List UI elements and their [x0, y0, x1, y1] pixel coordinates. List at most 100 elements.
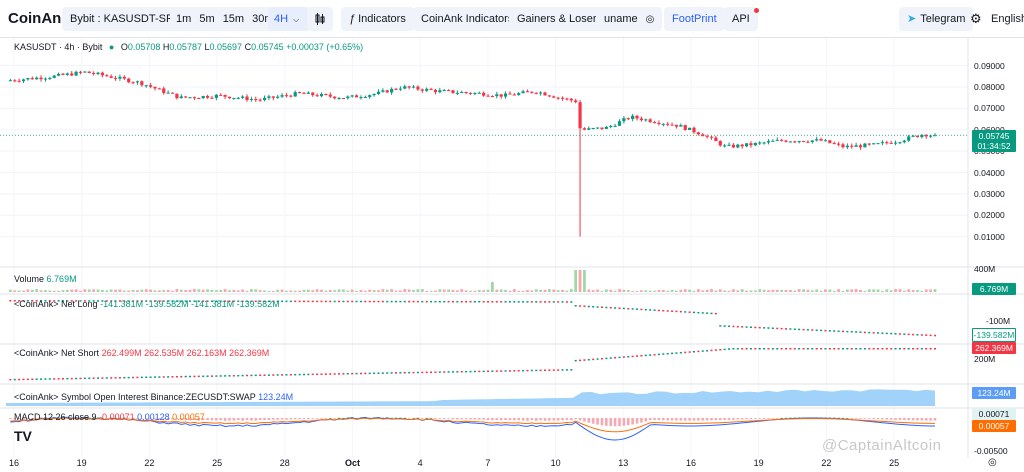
last-price: 0.05745: [978, 131, 1010, 141]
macd-histogram-bar: [758, 418, 762, 419]
candle-body: [661, 123, 665, 125]
net-long-axis-label: -100M: [986, 316, 1011, 326]
macd-histogram-bar: [105, 418, 109, 419]
volume-bar: [718, 289, 722, 292]
net-short-mark: [416, 371, 419, 374]
candle-body: [166, 92, 170, 94]
volume-bar: [521, 290, 525, 292]
net-long-mark: [281, 300, 284, 303]
coinank-logo[interactable]: CoinAnk: [8, 10, 70, 27]
candle-body: [644, 119, 648, 121]
candle-body: [8, 80, 12, 82]
net-short-mark: [605, 357, 608, 360]
net-long-mark: [644, 308, 647, 311]
net-long-mark: [355, 300, 358, 303]
macd-axis-label: -0.00500: [974, 446, 1008, 456]
net-short-mark: [627, 355, 630, 358]
macd-histogram-bar: [644, 418, 648, 422]
net-long-mark: [18, 300, 21, 302]
net-long-mark: [285, 300, 288, 303]
volume-bar: [162, 290, 166, 292]
candle-body: [780, 139, 784, 141]
net-short-mark: [158, 376, 161, 378]
macd-histogram-bar: [775, 418, 779, 419]
candle-body: [911, 135, 915, 137]
volume-bar: [48, 290, 52, 292]
candle-body: [793, 141, 797, 143]
candle-body: [39, 77, 43, 80]
gainers-losers-button[interactable]: Gainers & Losers: [509, 7, 610, 31]
volume-bar: [22, 290, 25, 292]
net-long-mark: [316, 300, 319, 303]
footprint-button[interactable]: FootPrint: [664, 7, 725, 31]
timeframe-15m[interactable]: 15m: [222, 13, 245, 25]
volume-bar: [469, 290, 472, 292]
volume-bar: [819, 290, 823, 292]
net-short-mark: [749, 348, 752, 350]
coinank-indicators-button[interactable]: CoinAnk Indicators: [413, 7, 522, 31]
net-short-mark: [430, 371, 433, 374]
language-selector[interactable]: English: [991, 13, 1024, 25]
tradingview-logo[interactable]: TV: [14, 428, 32, 444]
volume-bar: [359, 290, 363, 292]
net-long-mark: [609, 306, 612, 309]
indicators-label: Indicators: [358, 13, 406, 25]
volume-label: Volume: [14, 274, 45, 284]
timeframe-4h[interactable]: 4H ⌵: [268, 7, 311, 31]
macd-histogram-bar: [714, 418, 718, 421]
net-short-mark: [294, 373, 297, 376]
time-tick-label: 25: [889, 458, 900, 468]
net-short-mark: [728, 348, 731, 350]
telegram-button[interactable]: ➤ Telegram: [899, 7, 974, 31]
volume-bar: [626, 290, 630, 292]
macd-histogram-bar: [197, 418, 201, 421]
candle-body: [639, 118, 644, 121]
macd-series: [9, 416, 937, 441]
net-long-mark: [127, 300, 130, 302]
net-long-mark: [311, 300, 314, 303]
macd-histogram-bar: [749, 418, 753, 420]
candle-body: [591, 128, 595, 130]
net-short-mark: [302, 373, 305, 376]
api-button[interactable]: API: [724, 7, 758, 31]
settings-icon[interactable]: ⚙: [970, 11, 982, 26]
candle-type-button[interactable]: [307, 7, 333, 31]
net-long-mark: [557, 301, 560, 303]
candle-body: [420, 89, 424, 91]
macd-histogram-bar: [850, 418, 854, 419]
net-short-mark: [359, 372, 362, 375]
macd-histogram-bar: [933, 418, 937, 421]
net-short-mark: [565, 369, 568, 371]
net-long-mark: [820, 329, 823, 332]
candle-body: [17, 80, 21, 82]
net-short-mark: [701, 350, 704, 352]
volume-bar: [613, 290, 617, 292]
candle-body: [127, 78, 131, 83]
volume-bar: [810, 290, 814, 292]
net-short-mark: [543, 369, 546, 372]
macd-histogram-bar: [846, 417, 849, 419]
indicators-button[interactable]: ƒ Indicators: [341, 7, 414, 31]
macd-histogram-bar: [578, 418, 582, 421]
net-short-mark: [600, 357, 603, 360]
macd-histogram-bar: [171, 418, 174, 420]
volume-bar: [114, 289, 117, 292]
candle-body: [552, 96, 556, 98]
net-short-mark: [175, 375, 178, 378]
volume-bar: [219, 289, 223, 292]
chart-canvas[interactable]: [0, 38, 1024, 472]
net-short-mark: [662, 353, 665, 355]
macd-histogram-bar: [477, 418, 481, 420]
candle-body: [333, 96, 337, 99]
axis-settings-icon[interactable]: ◎: [988, 457, 997, 468]
net-long-mark: [272, 300, 275, 303]
timeframe-1m[interactable]: 1m: [176, 13, 192, 25]
net-short-mark: [806, 348, 809, 350]
net-short-mark: [180, 375, 183, 378]
timeframe-5m[interactable]: 5m: [199, 13, 215, 25]
candle-body: [872, 143, 876, 145]
net-short-mark: [373, 372, 376, 375]
candle-body: [197, 97, 201, 99]
uname-button[interactable]: uname ◎: [596, 7, 663, 31]
macd-histogram-bar: [267, 418, 271, 421]
